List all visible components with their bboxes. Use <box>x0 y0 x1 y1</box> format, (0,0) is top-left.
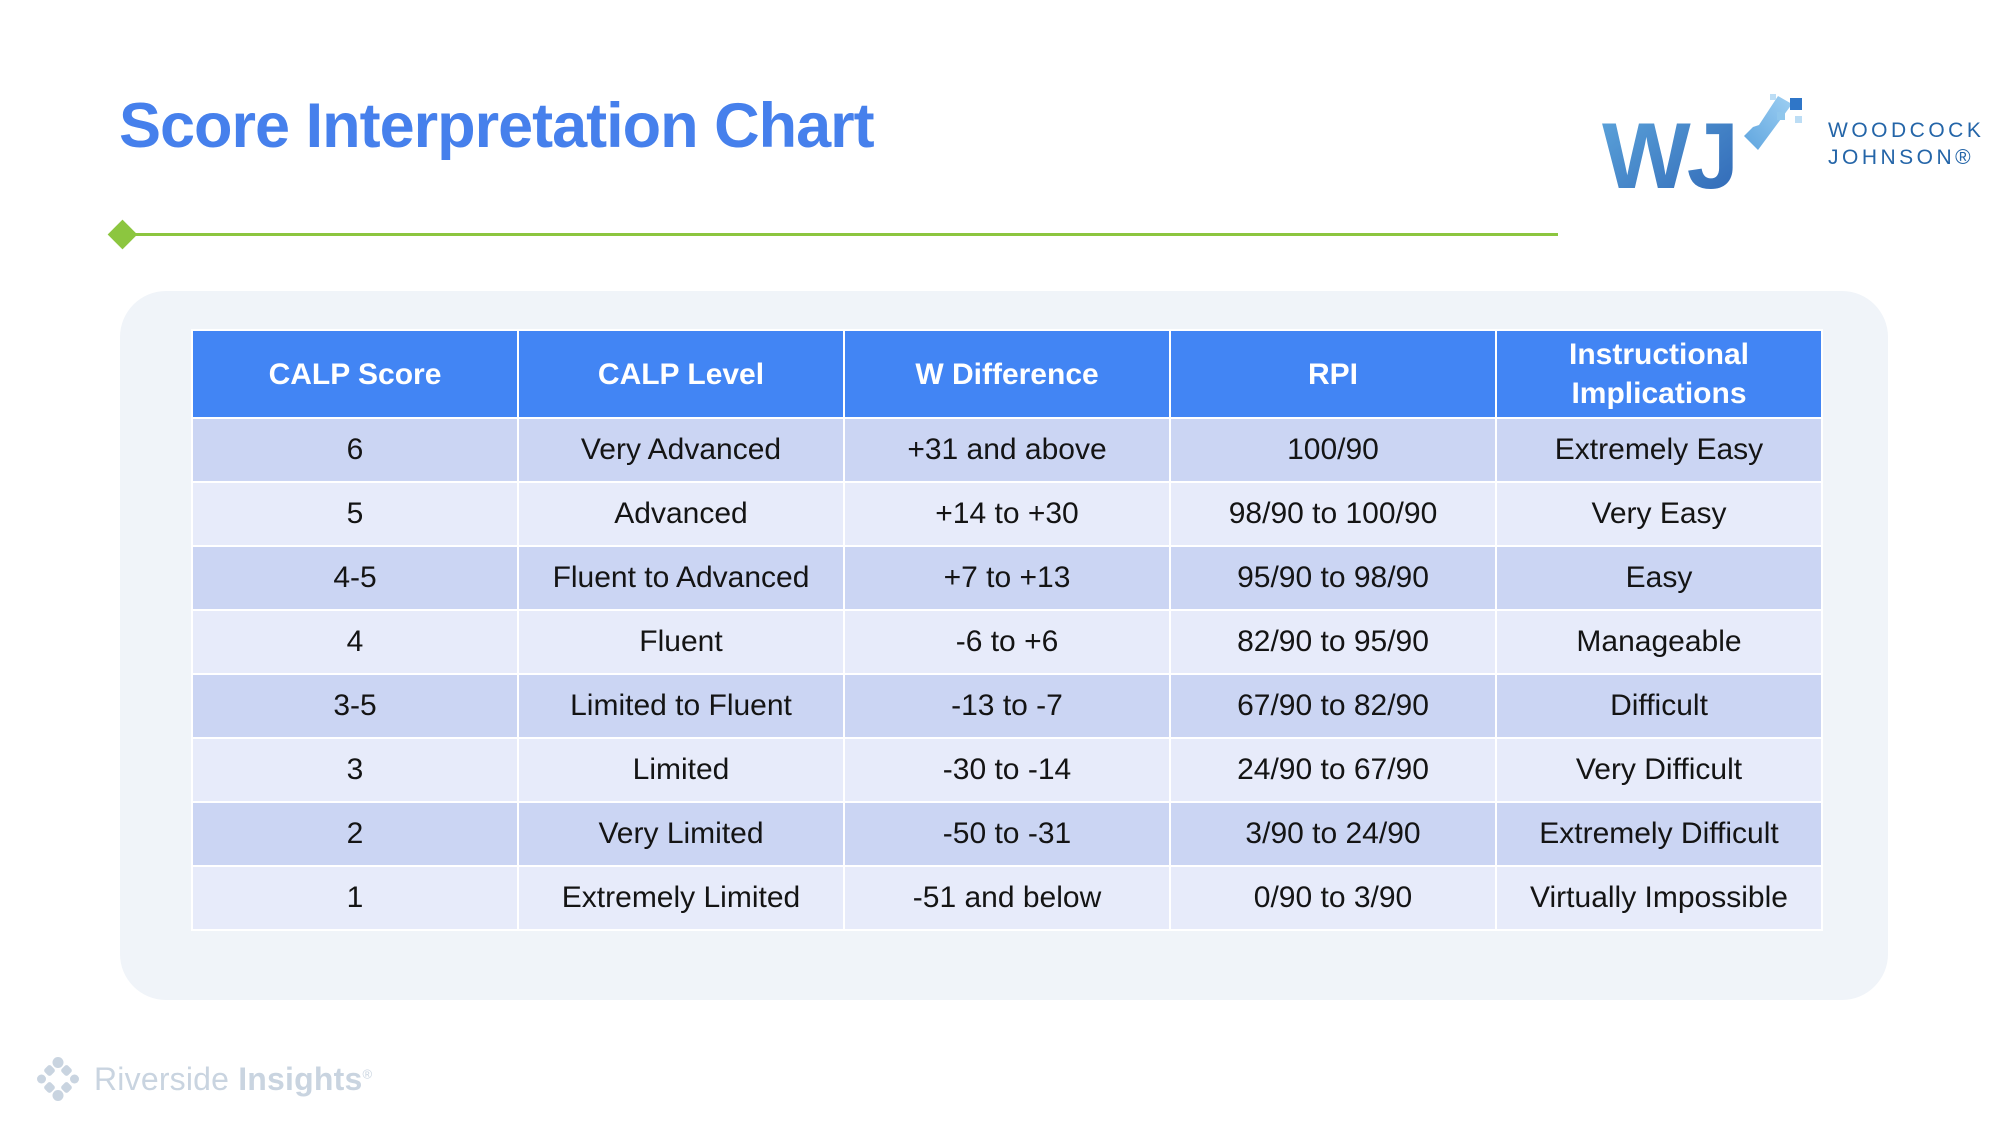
table-cell: Extremely Easy <box>1495 417 1823 483</box>
wj-monogram-icon: WJ <box>1602 94 1802 200</box>
wj-wordmark-line1: WOODCOCK <box>1828 118 1985 142</box>
table-cell: Easy <box>1495 545 1823 611</box>
table-cell: Limited to Fluent <box>517 673 845 739</box>
divider-diamond-icon <box>107 219 138 250</box>
table-cell: Fluent <box>517 609 845 675</box>
table-cell: 4-5 <box>191 545 519 611</box>
table-row: 2 Very Limited -50 to -31 3/90 to 24/90 Extr… <box>191 801 1823 867</box>
table-cell: -6 to +6 <box>843 609 1171 675</box>
page-title: Score Interpretation Chart <box>119 91 875 161</box>
table-cell: 98/90 to 100/90 <box>1169 481 1497 547</box>
table-cell: -13 to -7 <box>843 673 1171 739</box>
table-cell: -51 and below <box>843 865 1171 931</box>
table-row: 3-5 Limited to Fluent -13 to -7 67/90 to 82… <box>191 673 1823 739</box>
table-cell: 4 <box>191 609 519 675</box>
table-cell: Very Limited <box>517 801 845 867</box>
table-cell: Limited <box>517 737 845 803</box>
table-cell: -50 to -31 <box>843 801 1171 867</box>
riverside-word1: Riverside <box>94 1060 230 1097</box>
table-cell: Manageable <box>1495 609 1823 675</box>
table-row: 4 Fluent -6 to +6 82/90 to 95/90 Manageable <box>191 609 1823 675</box>
wj-checkmark-icon <box>1744 94 1802 150</box>
column-header: CALP Level <box>517 329 845 419</box>
table-row: 1 Extremely Limited -51 and below 0/90 to 3… <box>191 865 1823 931</box>
table-header-row: CALP Score CALP Level W Difference RPI Instr… <box>191 329 1823 419</box>
table-row: 4-5 Fluent to Advanced +7 to +13 95/90 to 9… <box>191 545 1823 611</box>
riverside-registered-mark: ® <box>362 1065 373 1081</box>
column-header: CALP Score <box>191 329 519 419</box>
table-cell: +7 to +13 <box>843 545 1171 611</box>
table-cell: 82/90 to 95/90 <box>1169 609 1497 675</box>
table-cell: Very Easy <box>1495 481 1823 547</box>
table-cell: 1 <box>191 865 519 931</box>
table-cell: Very Difficult <box>1495 737 1823 803</box>
table-cell: 24/90 to 67/90 <box>1169 737 1497 803</box>
table-cell: 0/90 to 3/90 <box>1169 865 1497 931</box>
column-header: Instructional Implications <box>1495 329 1823 419</box>
wj-wordmark-line2: JOHNSON® <box>1828 146 1975 169</box>
table-cell: 100/90 <box>1169 417 1497 483</box>
riverside-word2: Insights <box>238 1060 363 1097</box>
table-cell: +14 to +30 <box>843 481 1171 547</box>
table-cell: 2 <box>191 801 519 867</box>
table-cell: 67/90 to 82/90 <box>1169 673 1497 739</box>
table-cell: Fluent to Advanced <box>517 545 845 611</box>
table-row: 5 Advanced +14 to +30 98/90 to 100/90 Very E… <box>191 481 1823 547</box>
wj-wordmark: WOODCOCK JOHNSON® <box>1828 117 1984 172</box>
table-cell: Advanced <box>517 481 845 547</box>
table-cell: +31 and above <box>843 417 1171 483</box>
table-cell: Extremely Limited <box>517 865 845 931</box>
score-table-container: CALP Score CALP Level W Difference RPI Instr… <box>191 329 1823 931</box>
riverside-asterisk-icon <box>37 1057 79 1101</box>
table-cell: Virtually Impossible <box>1495 865 1823 931</box>
table-cell: Very Advanced <box>517 417 845 483</box>
table-cell: Difficult <box>1495 673 1823 739</box>
table-row: 3 Limited -30 to -14 24/90 to 67/90 Very Dif… <box>191 737 1823 803</box>
table-cell: Extremely Difficult <box>1495 801 1823 867</box>
table-row: 6 Very Advanced +31 and above 100/90 Extreme… <box>191 417 1823 483</box>
column-header: RPI <box>1169 329 1497 419</box>
table-cell: 3-5 <box>191 673 519 739</box>
svg-text:WJ: WJ <box>1602 103 1735 200</box>
table-cell: 3/90 to 24/90 <box>1169 801 1497 867</box>
table-cell: 5 <box>191 481 519 547</box>
woodcock-johnson-logo: WJ WOODCOCK JOHNSON® <box>1602 88 1984 200</box>
table-cell: 3 <box>191 737 519 803</box>
table-cell: -30 to -14 <box>843 737 1171 803</box>
riverside-insights-logo: Riverside Insights® <box>35 1056 372 1102</box>
table-cell: 6 <box>191 417 519 483</box>
column-header: W Difference <box>843 329 1171 419</box>
accent-divider <box>121 233 1558 236</box>
score-table: CALP Score CALP Level W Difference RPI Instr… <box>191 329 1823 931</box>
riverside-wordmark: Riverside Insights® <box>94 1061 372 1098</box>
table-cell: 95/90 to 98/90 <box>1169 545 1497 611</box>
